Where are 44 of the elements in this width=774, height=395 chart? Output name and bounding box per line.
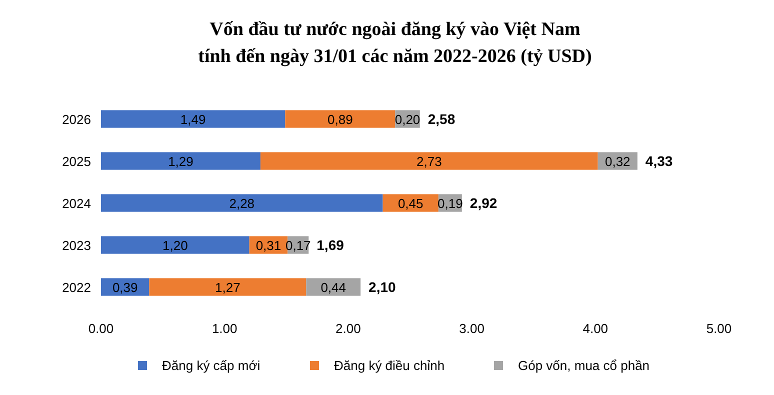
- data-label: 0,89: [328, 112, 353, 127]
- bar: [101, 236, 250, 254]
- bar: [382, 194, 438, 212]
- legend-label: Đăng ký cấp mới: [162, 358, 260, 373]
- y-tick-label: 2025: [62, 154, 91, 169]
- data-label: 2,73: [416, 154, 442, 169]
- bar: [101, 152, 260, 170]
- bar: [306, 278, 361, 296]
- y-tick-label: 2026: [62, 112, 91, 127]
- data-label: 1,29: [168, 154, 194, 169]
- data-label: 0,39: [112, 280, 138, 295]
- x-tick-label: 4.00: [582, 321, 608, 336]
- x-tick-label: 1.00: [212, 321, 238, 336]
- data-label: 0,20: [394, 112, 420, 127]
- data-label: 1,27: [215, 280, 240, 295]
- y-tick-label: 2023: [62, 238, 91, 253]
- total-label: 2,92: [470, 195, 498, 211]
- bar: [260, 152, 598, 170]
- data-label: 0,19: [438, 196, 463, 211]
- bar: [149, 278, 306, 296]
- data-label: 0,31: [256, 238, 282, 253]
- data-label: 0,45: [398, 196, 424, 211]
- x-tick-label: 2.00: [336, 321, 361, 336]
- legend-label: Đăng ký điều chỉnh: [334, 358, 445, 373]
- total-label: 2,58: [428, 111, 456, 127]
- legend-label: Góp vốn, mua cổ phần: [518, 358, 650, 373]
- bar: [101, 110, 286, 128]
- x-tick-label: 0.00: [88, 321, 114, 336]
- data-label: 1,20: [162, 238, 188, 253]
- x-tick-label: 3.00: [459, 321, 484, 336]
- data-label: 1,49: [180, 112, 206, 127]
- data-label: 2,28: [229, 196, 255, 211]
- chart-title: Vốn đầu tư nước ngoài đăng ký vào Việt Nam: [210, 19, 580, 40]
- y-tick-label: 2022: [62, 280, 91, 295]
- bar: [285, 110, 396, 128]
- chart-subtitle: tính đến ngày 31/01 các năm 2022-2026 (tỷ USD): [198, 46, 592, 67]
- x-tick-label: 5.00: [706, 321, 732, 336]
- total-label: 2,10: [368, 279, 396, 295]
- total-label: 1,69: [316, 237, 344, 253]
- bar: [101, 194, 383, 212]
- data-label: 0,32: [604, 154, 630, 169]
- y-tick-label: 2024: [62, 196, 91, 211]
- data-label: 0,44: [320, 280, 346, 295]
- total-label: 4,33: [645, 153, 673, 169]
